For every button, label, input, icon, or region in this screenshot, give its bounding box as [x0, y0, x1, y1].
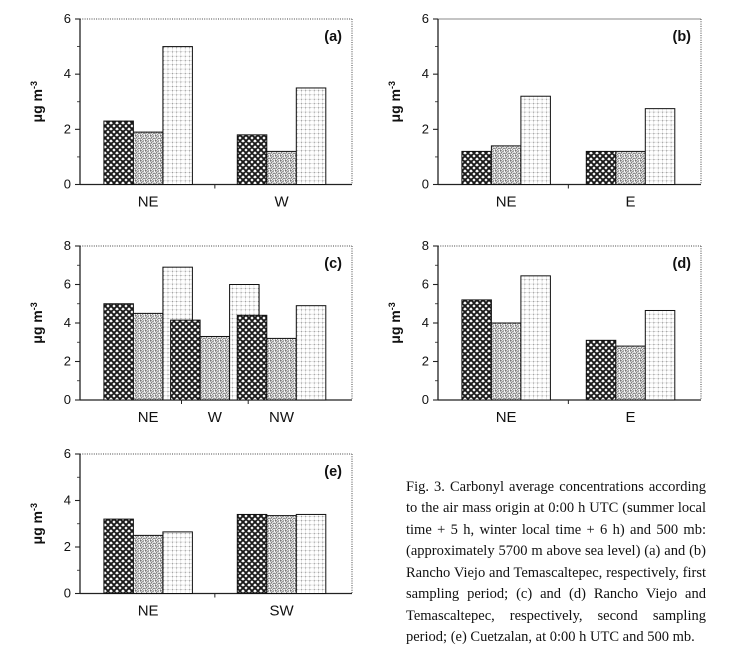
svg-text:6: 6 — [422, 11, 429, 26]
svg-text:E: E — [626, 194, 636, 211]
svg-text:E: E — [626, 409, 636, 426]
svg-text:0: 0 — [64, 392, 71, 407]
svg-text:(c): (c) — [324, 256, 342, 272]
svg-text:6: 6 — [64, 446, 71, 461]
svg-text:6: 6 — [64, 277, 71, 292]
svg-text:NE: NE — [496, 194, 517, 211]
svg-text:2: 2 — [422, 121, 429, 136]
svg-text:μg m-3: μg m-3 — [387, 302, 403, 343]
svg-text:NE: NE — [138, 603, 159, 620]
svg-text:μg m-3: μg m-3 — [29, 503, 45, 544]
svg-text:W: W — [208, 409, 223, 426]
svg-text:(a): (a) — [324, 29, 342, 45]
svg-text:0: 0 — [64, 177, 71, 192]
svg-text:NE: NE — [138, 194, 159, 211]
svg-text:2: 2 — [422, 354, 429, 369]
svg-text:2: 2 — [64, 354, 71, 369]
svg-text:NE: NE — [138, 409, 159, 426]
svg-text:(d): (d) — [672, 256, 691, 272]
svg-text:(b): (b) — [672, 29, 691, 45]
svg-text:SW: SW — [269, 603, 294, 620]
svg-text:μg m-3: μg m-3 — [387, 81, 403, 122]
svg-text:(e): (e) — [324, 464, 342, 480]
svg-text:NW: NW — [269, 409, 295, 426]
svg-text:2: 2 — [64, 539, 71, 554]
svg-text:4: 4 — [422, 315, 429, 330]
svg-text:4: 4 — [64, 493, 71, 508]
svg-text:4: 4 — [64, 315, 71, 330]
svg-text:6: 6 — [64, 11, 71, 26]
svg-text:2: 2 — [64, 121, 71, 136]
svg-text:μg m-3: μg m-3 — [29, 81, 45, 122]
svg-text:0: 0 — [64, 586, 71, 601]
svg-text:μg m-3: μg m-3 — [29, 302, 45, 343]
svg-text:8: 8 — [422, 238, 429, 253]
svg-text:0: 0 — [422, 392, 429, 407]
svg-text:8: 8 — [64, 238, 71, 253]
svg-text:NE: NE — [496, 409, 517, 426]
svg-text:0: 0 — [422, 177, 429, 192]
svg-text:6: 6 — [422, 277, 429, 292]
svg-text:4: 4 — [422, 66, 429, 81]
svg-text:W: W — [274, 194, 289, 211]
svg-text:4: 4 — [64, 66, 71, 81]
